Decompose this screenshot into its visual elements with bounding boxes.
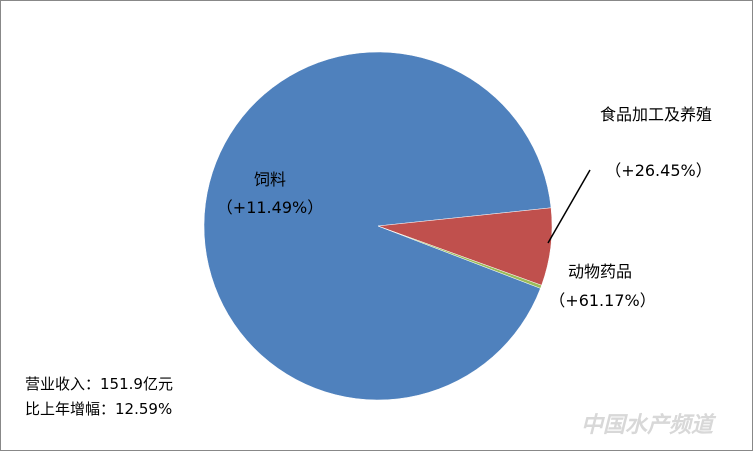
slice-label: 动物药品 — [567, 262, 632, 281]
growth-label: （+11.49%） — [216, 198, 324, 217]
growth-label: （+61.17%） — [549, 291, 656, 310]
watermark: 中国水产频道 — [580, 413, 713, 438]
pie-slice — [203, 51, 552, 401]
growth-label: （+26.45%） — [605, 161, 712, 180]
annotation: 比上年增幅：12.59% — [25, 400, 173, 418]
leader-line — [547, 169, 591, 244]
annotation: 营业收入：151.9亿元 — [25, 375, 173, 393]
pie-slice — [377, 225, 542, 289]
slice-label: 饲料 — [253, 170, 286, 189]
slice-label: 食品加工及养殖 — [600, 105, 713, 124]
